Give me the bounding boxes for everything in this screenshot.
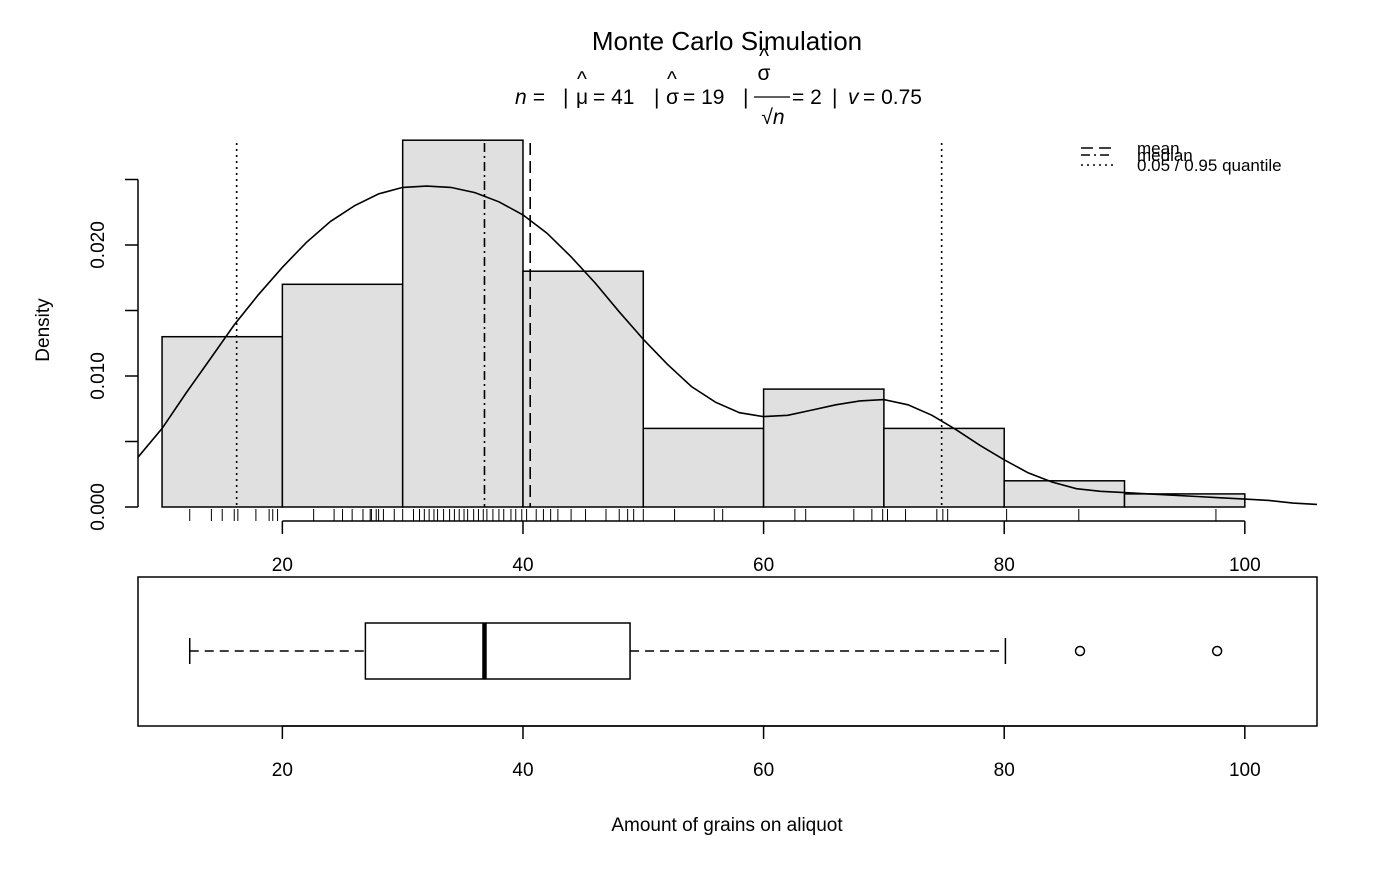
y-tick-label-3: 0.020 (88, 221, 109, 269)
subtitle-separator-1: | (563, 86, 568, 109)
x-axis-bottom-tick-label-5: 100 (1229, 760, 1261, 781)
y-axis: 0.000 0.010 0.020 (88, 178, 139, 531)
boxplot-outlier-1 (1074, 645, 1086, 657)
histogram-bar-2 (281, 283, 404, 508)
x-axis-top-tick-label-1: 20 (272, 555, 293, 576)
subtitle-separator-4: | (832, 86, 837, 109)
chart-title: Monte Carlo Simulation (592, 26, 862, 56)
x-axis-boxplot: 20 40 60 80 100 (272, 725, 1261, 781)
subtitle-v-value: = 0.75 (863, 86, 922, 109)
boxplot-outlier-2 (1211, 645, 1223, 657)
chart-subtitle: n = | μ ^ = 41 | σ ^ = 19 | σ ^ √n = 2 |… (515, 45, 922, 129)
x-axis-label: Amount of grains on aliquot (611, 815, 843, 836)
x-axis-top-tick-label-3: 60 (753, 555, 774, 576)
x-axis-histogram: 20 40 60 80 100 (272, 520, 1261, 576)
density-curve-group (137, 185, 1318, 506)
subtitle-se-hat: ^ (759, 45, 769, 68)
subtitle-mu-symbol: μ (576, 86, 588, 109)
subtitle-mu-value: = 41 (593, 86, 634, 109)
subtitle-se-numerator: σ (758, 62, 771, 85)
rug-marks (189, 509, 1217, 521)
x-axis-bottom-tick-label-1: 20 (272, 760, 293, 781)
subtitle-sigma-value: = 19 (683, 86, 724, 109)
subtitle-se-denominator: √n (761, 106, 784, 129)
legend-label-2: median (1137, 146, 1193, 165)
subtitle-v-label: v (848, 86, 860, 109)
histogram-bar-5 (642, 427, 765, 508)
histogram-bar-3 (401, 139, 524, 508)
subtitle-sigma-hat: ^ (667, 68, 677, 91)
subtitle-se-value: = 2 (792, 86, 822, 109)
y-tick-label-1: 0.000 (88, 483, 109, 531)
subtitle-separator-3: | (743, 86, 748, 109)
subtitle-n-label: n = (515, 86, 545, 109)
histogram-bar-1 (161, 335, 284, 508)
reference-lines (235, 143, 943, 507)
histogram-bar-7 (883, 427, 1005, 508)
subtitle-separator-2: | (654, 86, 659, 109)
histogram-bar-6 (762, 388, 885, 508)
x-axis-bottom-tick-label-2: 40 (512, 760, 533, 781)
histogram-bars (161, 139, 1246, 508)
x-axis-top-tick-label-2: 40 (512, 555, 533, 576)
boxplot (188, 622, 1223, 680)
histogram-bar-4 (522, 270, 645, 508)
x-axis-bottom-tick-label-3: 60 (753, 760, 774, 781)
x-axis-bottom-tick-label-4: 80 (994, 760, 1015, 781)
y-tick-label-2: 0.010 (88, 352, 109, 400)
legend-label-1: mean (1137, 139, 1180, 158)
subtitle-mu-hat: ^ (577, 68, 587, 91)
y-axis-label: Density (33, 298, 54, 362)
legend-label-3: 0.05 / 0.95 quantile (1137, 156, 1282, 175)
x-axis-top-tick-label-5: 100 (1229, 555, 1261, 576)
x-axis-top-tick-label-4: 80 (994, 555, 1015, 576)
subtitle-sigma-symbol: σ (666, 86, 679, 109)
boxplot-box (364, 622, 631, 680)
density-curve (137, 185, 1318, 506)
